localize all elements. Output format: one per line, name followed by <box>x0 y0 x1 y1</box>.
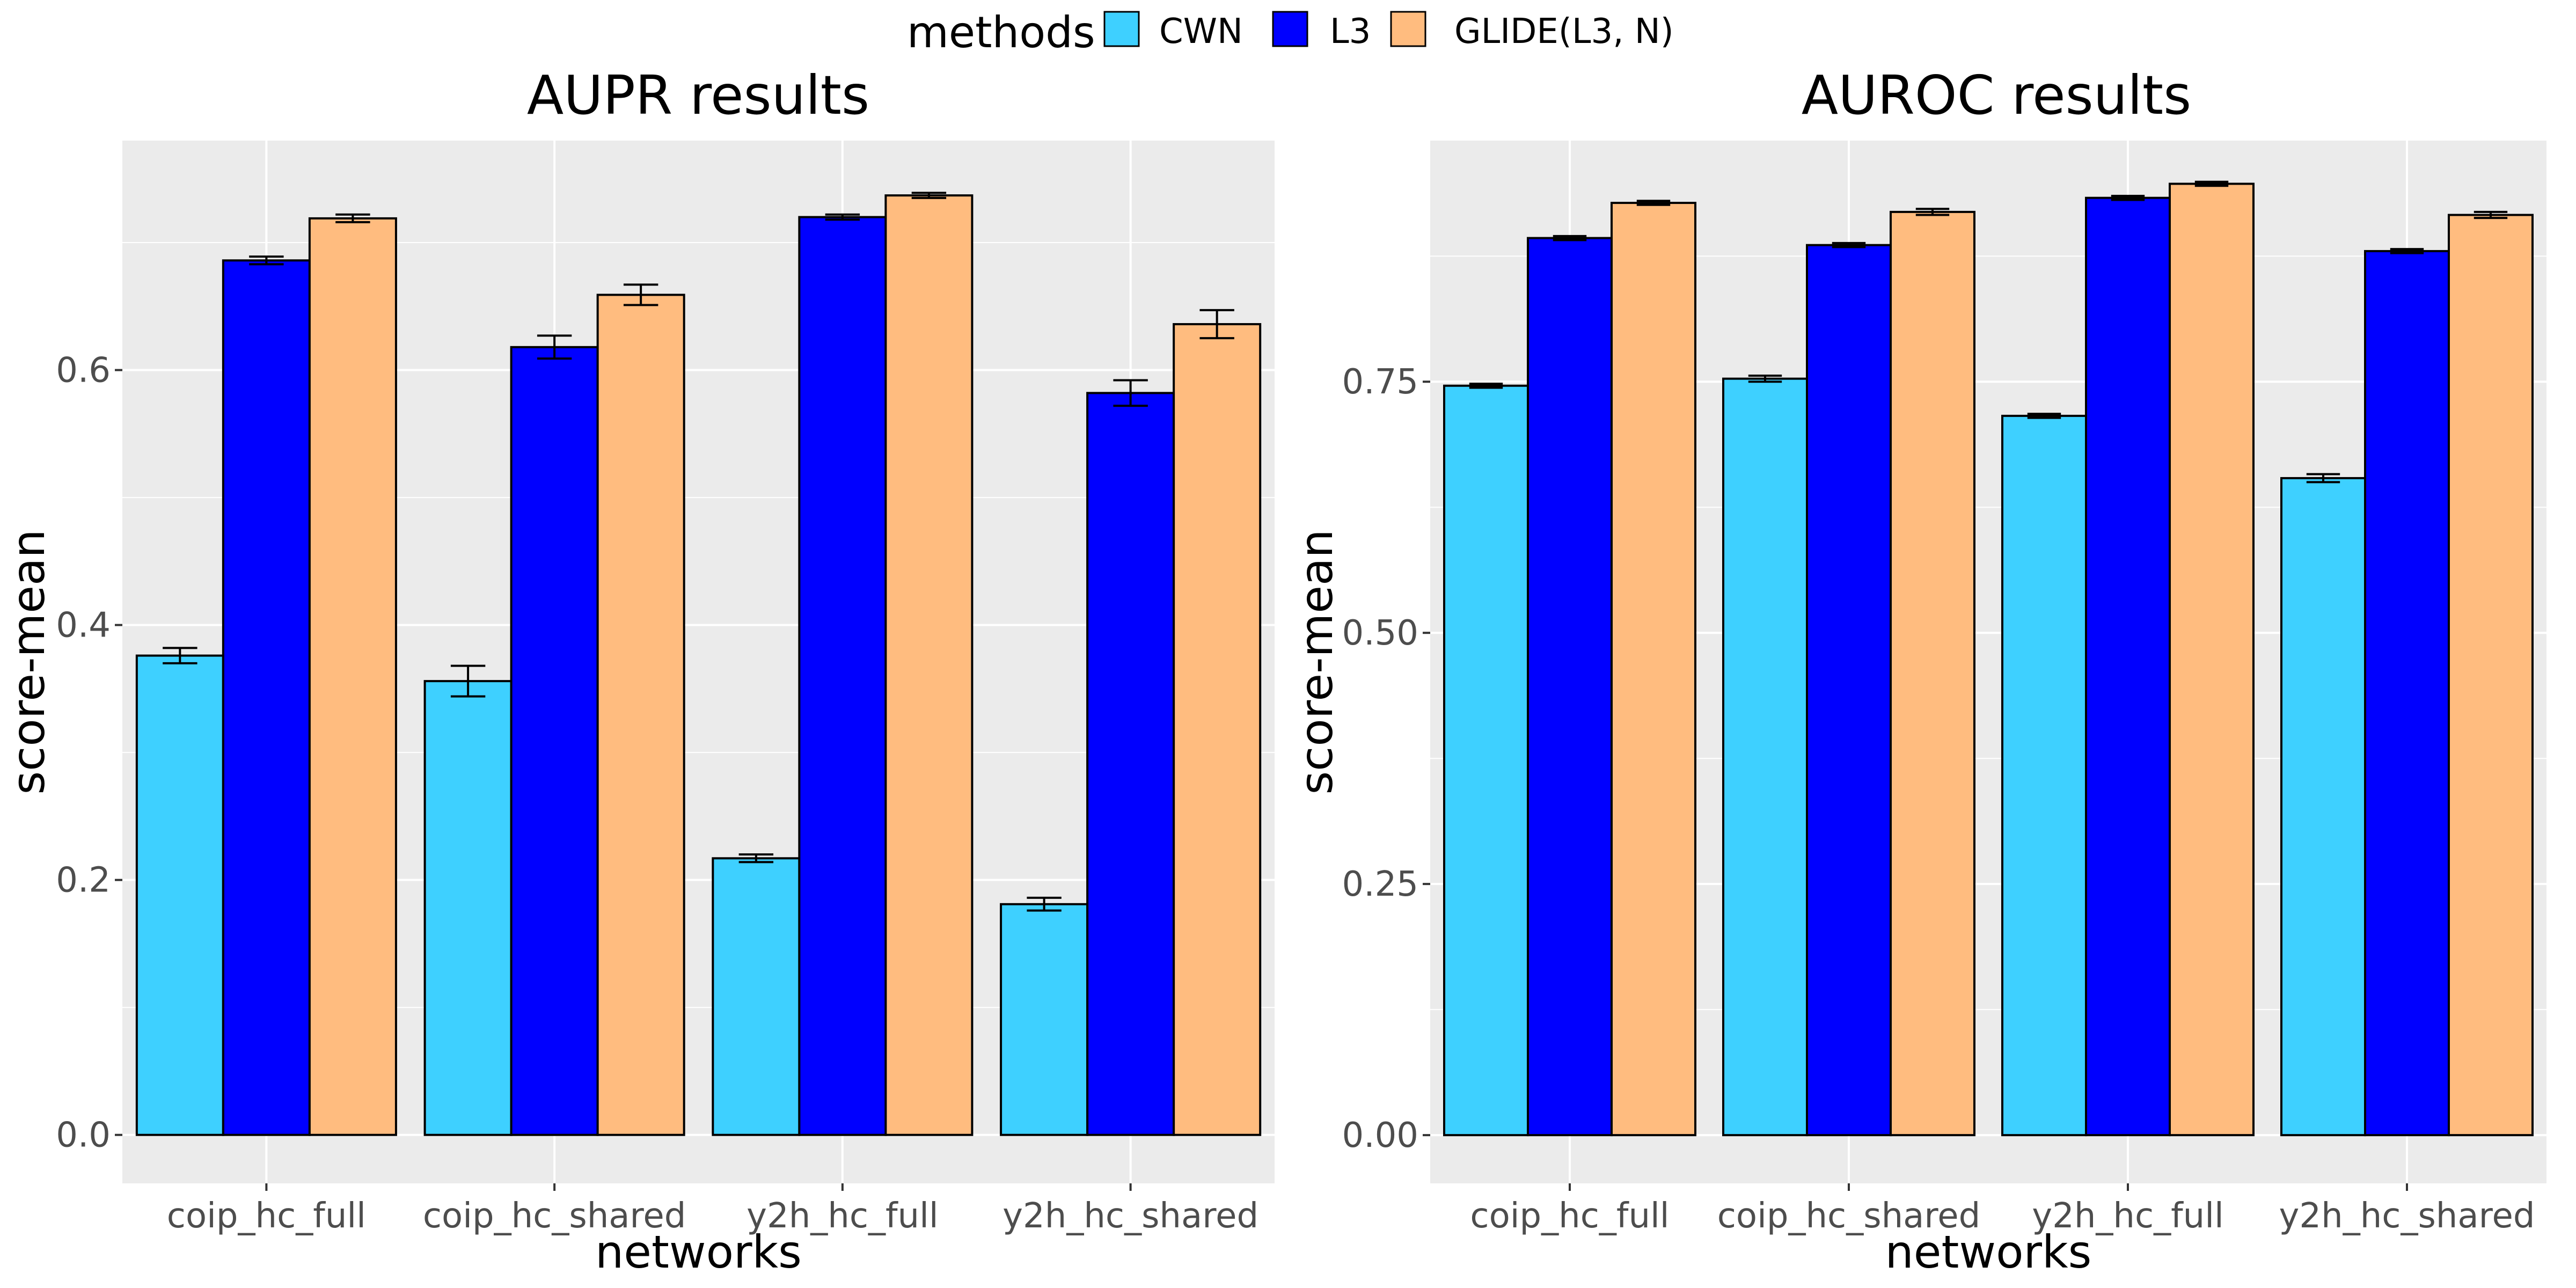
error-bar-l3-coip-hc-full <box>1553 235 1587 241</box>
error-bar-cwn-coip-hc-full <box>163 647 197 664</box>
legend-swatch-glide <box>1390 11 1426 47</box>
error-bar-l3-y2h-hc-full <box>825 213 860 221</box>
error-bar-glide-l3-n-coip-hc-shared <box>1915 208 1950 216</box>
bar-l3-coip-hc-full <box>222 259 311 1136</box>
error-bar-l3-y2h-hc-shared <box>2390 248 2424 254</box>
y-axis-title: score-mean <box>1290 529 1343 794</box>
error-bar-glide-l3-n-coip-hc-full <box>335 213 370 224</box>
x-tick-label: y2h_hc_shared <box>2279 1196 2535 1236</box>
bar-glide-l3-n-y2h-hc-full <box>884 194 974 1136</box>
bar-glide-l3-n-coip-hc-full <box>1611 202 1696 1137</box>
error-bar-l3-y2h-hc-full <box>2111 194 2145 201</box>
legend-label-glide: GLIDE(L3, N) <box>1454 12 1674 52</box>
error-bar-l3-coip-hc-full <box>249 255 284 266</box>
bar-l3-coip-hc-shared <box>1806 244 1892 1137</box>
legend-label-l3: L3 <box>1330 12 1371 52</box>
x-tick-label: coip_hc_full <box>167 1196 366 1236</box>
chart-title: AUROC results <box>1802 64 2191 127</box>
bar-l3-y2h-hc-full <box>798 216 887 1136</box>
error-bar-l3-y2h-hc-shared <box>1113 379 1148 407</box>
error-bar-l3-coip-hc-shared <box>1832 241 1866 248</box>
bar-cwn-coip-hc-shared <box>1722 377 1808 1137</box>
bar-l3-y2h-hc-shared <box>2364 250 2450 1137</box>
error-bar-cwn-coip-hc-shared <box>1748 375 1782 383</box>
error-bar-glide-l3-n-coip-hc-shared <box>623 283 658 306</box>
bar-cwn-y2h-hc-shared <box>1000 903 1089 1136</box>
legend-title: methods <box>907 8 1095 57</box>
x-axis-title: networks <box>595 1226 802 1278</box>
legend-swatch-l3 <box>1272 11 1308 47</box>
legend-label-cwn: CWN <box>1159 12 1243 52</box>
x-tick-label: y2h_hc_full <box>747 1196 939 1236</box>
bar-cwn-coip-hc-full <box>135 654 224 1136</box>
bar-glide-l3-n-coip-hc-shared <box>596 294 685 1136</box>
bar-glide-l3-n-coip-hc-full <box>308 217 397 1136</box>
error-bar-glide-l3-n-y2h-hc-shared <box>1199 309 1234 340</box>
bar-glide-l3-n-coip-hc-shared <box>1890 210 1975 1137</box>
y-tick-label: 0.6 <box>56 351 111 391</box>
bar-cwn-coip-hc-shared <box>423 680 513 1136</box>
bar-l3-coip-hc-shared <box>510 346 599 1136</box>
legend: methods CWN L3 GLIDE(L3, N) <box>907 8 1674 57</box>
error-bar-cwn-coip-hc-full <box>1469 382 1503 389</box>
bar-l3-y2h-hc-shared <box>1086 392 1175 1136</box>
error-bar-glide-l3-n-y2h-hc-full <box>911 192 947 199</box>
error-bar-glide-l3-n-y2h-hc-shared <box>2473 210 2508 219</box>
y-tick-label: 0.2 <box>56 861 111 901</box>
auroc-panel: 0.00 0.25 0.50 0.75 coip_hc_full coip_hc_shar… <box>1290 64 2546 1278</box>
y-tick-label: 0.4 <box>56 606 111 646</box>
bar-cwn-y2h-hc-shared <box>2280 477 2366 1137</box>
bar-glide-l3-n-y2h-hc-shared <box>2448 214 2534 1137</box>
y-tick-label: 0.00 <box>1342 1116 1419 1155</box>
error-bar-cwn-y2h-hc-shared <box>2306 473 2340 484</box>
x-tick-label: coip_hc_full <box>1470 1196 1669 1236</box>
y-tick-label: 0.50 <box>1342 613 1419 653</box>
error-bar-glide-l3-n-coip-hc-full <box>1636 200 1671 206</box>
error-bar-glide-l3-n-y2h-hc-full <box>2194 180 2229 187</box>
x-tick-label: y2h_hc_full <box>2032 1196 2224 1236</box>
x-tick-label: coip_hc_shared <box>1717 1196 1981 1236</box>
bar-glide-l3-n-y2h-hc-full <box>2169 182 2255 1137</box>
legend-swatch-cwn <box>1103 11 1140 47</box>
y-tick-label: 0.25 <box>1342 865 1419 904</box>
error-bar-cwn-coip-hc-shared <box>450 664 486 698</box>
error-bar-cwn-y2h-hc-full <box>2027 413 2061 419</box>
bar-l3-coip-hc-full <box>1527 237 1613 1137</box>
bar-l3-y2h-hc-full <box>2085 196 2171 1137</box>
chart-title: AUPR results <box>527 64 869 127</box>
x-tick-label: y2h_hc_shared <box>1002 1196 1258 1236</box>
y-axis-title: score-mean <box>2 529 55 794</box>
aupr-panel: 0.0 0.2 0.4 0.6 coip_hc_full coip_hc_shared y2… <box>2 64 1275 1278</box>
bar-cwn-y2h-hc-full <box>2001 414 2087 1137</box>
bar-glide-l3-n-y2h-hc-shared <box>1173 323 1262 1136</box>
error-bar-cwn-y2h-hc-shared <box>1027 896 1062 912</box>
error-bar-l3-coip-hc-shared <box>537 334 572 360</box>
y-tick-label: 0.75 <box>1342 362 1419 402</box>
y-tick-label: 0.0 <box>56 1116 111 1155</box>
bar-cwn-y2h-hc-full <box>712 857 801 1136</box>
bar-cwn-coip-hc-full <box>1443 384 1529 1137</box>
x-axis-title: networks <box>1885 1226 2092 1278</box>
x-tick-label: coip_hc_shared <box>423 1196 686 1236</box>
error-bar-cwn-y2h-hc-full <box>738 853 774 863</box>
